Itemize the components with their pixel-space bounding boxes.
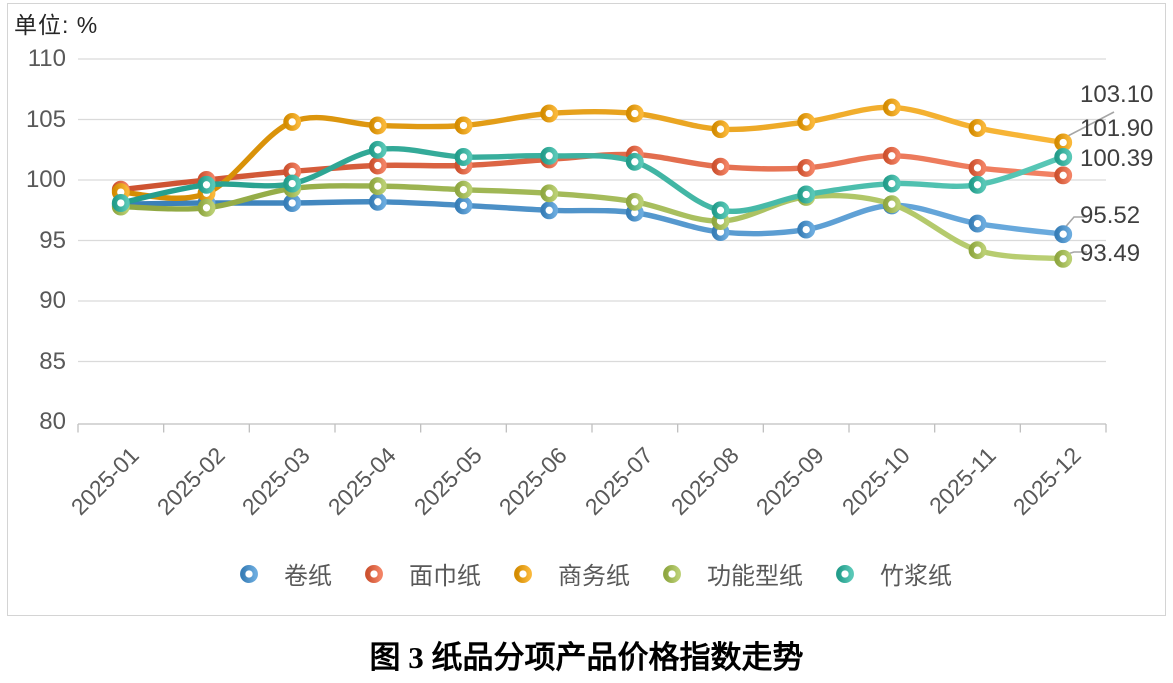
leader-line	[1063, 111, 1115, 139]
end-value-label: 103.10	[1080, 81, 1154, 108]
data-point-marker	[625, 152, 644, 171]
data-point-marker	[1054, 249, 1073, 268]
data-point-marker	[197, 198, 216, 217]
data-point-marker	[454, 180, 473, 199]
data-point-marker	[968, 158, 987, 177]
data-point-marker	[968, 175, 987, 194]
data-point-marker	[711, 120, 730, 139]
data-point-marker	[368, 156, 387, 175]
legend-marker-icon	[817, 564, 873, 583]
legend-item-label: 竹浆纸	[880, 563, 952, 590]
legend-item-卷纸: 卷纸	[221, 556, 332, 591]
y-axis-label: 105	[25, 105, 66, 133]
data-point-marker	[368, 116, 387, 135]
y-axis-label: 100	[25, 166, 66, 193]
data-point-marker	[197, 175, 216, 194]
legend-item-面巾纸: 面巾纸	[346, 556, 481, 591]
data-point-marker	[711, 201, 730, 220]
legend-item-功能型纸: 功能型纸	[644, 556, 803, 591]
data-point-marker	[882, 146, 901, 165]
data-point-marker	[111, 194, 130, 212]
y-axis-label: 90	[39, 287, 66, 314]
data-point-marker	[454, 196, 473, 215]
data-point-marker	[968, 119, 987, 137]
data-point-marker	[968, 214, 987, 233]
legend-marker-icon	[495, 564, 551, 583]
legend-item-label: 功能型纸	[707, 563, 803, 590]
data-point-marker	[797, 220, 816, 239]
data-point-marker	[540, 201, 559, 220]
data-point-marker	[1054, 133, 1073, 152]
data-point-marker	[368, 140, 387, 159]
data-point-marker	[283, 194, 302, 212]
data-point-marker	[283, 112, 302, 131]
end-value-label: 95.52	[1080, 202, 1141, 229]
data-point-marker	[540, 184, 559, 203]
data-point-marker	[625, 192, 644, 211]
data-point-marker	[283, 174, 302, 193]
end-value-label: 100.39	[1080, 145, 1154, 172]
legend-item-竹浆纸: 竹浆纸	[817, 556, 952, 591]
data-point-marker	[797, 112, 816, 131]
legend-item-label: 商务纸	[558, 563, 630, 590]
data-point-marker	[797, 158, 816, 177]
legend-marker-icon	[644, 564, 700, 583]
plot-area	[77, 58, 1115, 433]
data-point-marker	[540, 104, 559, 123]
data-point-marker	[882, 98, 901, 117]
legend-item-label: 面巾纸	[409, 563, 481, 590]
legend: 卷纸 面巾纸 商务纸 功能型纸 竹浆纸	[7, 556, 1166, 591]
data-point-marker	[882, 174, 901, 193]
y-axis-label: 95	[39, 226, 66, 254]
legend-item-商务纸: 商务纸	[495, 556, 630, 591]
y-axis-label: 80	[39, 408, 66, 435]
series-line-功能型纸	[118, 183, 1066, 262]
data-point-marker	[454, 116, 473, 135]
unit-label: 单位: %	[14, 12, 99, 38]
y-axis-label: 110	[27, 45, 66, 72]
data-point-marker	[625, 104, 644, 123]
data-point-marker	[882, 195, 901, 214]
data-point-marker	[368, 192, 387, 211]
data-point-marker	[454, 148, 473, 166]
data-point-marker	[711, 157, 730, 176]
data-point-marker	[540, 146, 559, 165]
end-value-label: 101.90	[1080, 115, 1154, 142]
legend-marker-icon	[221, 564, 277, 583]
data-point-marker	[1054, 148, 1073, 166]
data-point-marker	[1054, 166, 1073, 185]
legend-marker-icon	[346, 564, 402, 583]
chart-caption: 图 3 纸品分项产品价格指数走势	[369, 640, 804, 675]
end-value-label: 93.49	[1080, 240, 1141, 267]
data-point-marker	[368, 177, 387, 196]
data-point-marker	[968, 241, 987, 260]
y-axis-label: 85	[39, 347, 66, 375]
data-point-marker	[1054, 225, 1073, 244]
legend-item-label: 卷纸	[284, 563, 332, 590]
data-point-marker	[797, 185, 816, 204]
chart-border	[7, 3, 1166, 616]
